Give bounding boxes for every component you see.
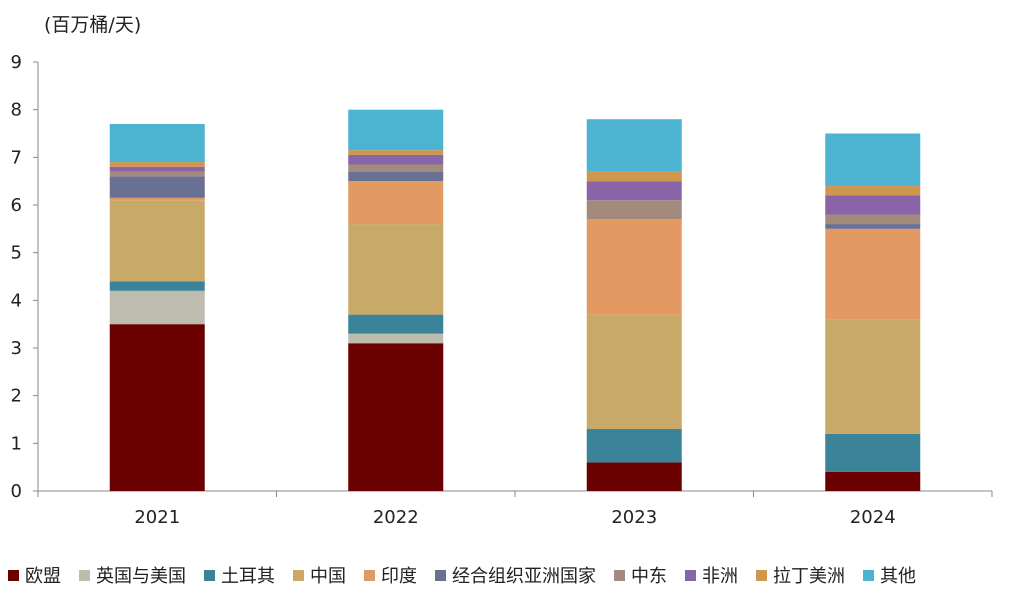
legend-label: 经合组织亚洲国家: [452, 566, 596, 587]
legend-label: 中国: [310, 566, 346, 587]
legend-item: 拉丁美洲: [756, 562, 845, 588]
legend-label: 土耳其: [221, 566, 275, 587]
bar-segment: [825, 195, 921, 215]
y-tick-label: 1: [11, 433, 22, 454]
bar-segment: [348, 333, 444, 344]
bar-segment: [825, 224, 921, 229]
y-tick-label: 5: [11, 243, 22, 264]
bar-segment: [586, 314, 682, 430]
y-tick-label: 7: [11, 147, 22, 168]
bar-segment: [348, 343, 444, 491]
bar-segment: [825, 214, 921, 225]
x-tick-label: 2021: [134, 507, 180, 528]
bar-segment: [586, 462, 682, 491]
bar-segment: [109, 197, 205, 201]
y-tick-label: 3: [11, 338, 22, 359]
legend-label: 中东: [631, 566, 667, 587]
bar-segment: [586, 181, 682, 201]
bar-segment: [109, 123, 205, 163]
bar-segment: [109, 176, 205, 198]
legend-item: 中东: [614, 562, 667, 588]
y-axis-unit-label: (百万桶/天): [44, 14, 142, 36]
y-tick-label: 6: [11, 195, 22, 216]
legend-swatch: [435, 569, 446, 581]
legend-swatch: [614, 569, 625, 581]
y-tick-label: 2: [11, 386, 22, 407]
y-tick-label: 8: [11, 100, 22, 121]
legend-label: 印度: [381, 566, 417, 587]
bar-segment: [825, 471, 921, 491]
bar-segment: [109, 200, 205, 282]
legend-item: 欧盟: [8, 562, 61, 588]
bar-segment: [348, 109, 444, 151]
y-tick-label: 9: [11, 52, 22, 73]
bar-segment: [109, 281, 205, 291]
bar-segment: [825, 228, 921, 320]
y-tick-label: 0: [11, 481, 22, 502]
legend-swatch: [364, 569, 375, 581]
legend-item: 经合组织亚洲国家: [435, 562, 596, 588]
bar-segment: [109, 166, 205, 172]
chart-legend: 欧盟 英国与美国 土耳其 中国 印度 经合组织亚洲国家 中东 非洲 拉丁美洲 其他: [8, 560, 916, 590]
bar-segment: [348, 164, 444, 172]
legend-swatch: [685, 569, 696, 581]
legend-swatch: [204, 569, 215, 581]
bar-segment: [348, 314, 444, 334]
bar-segment: [348, 154, 444, 165]
x-tick-label: 2022: [373, 507, 419, 528]
bar-segment: [586, 429, 682, 463]
legend-label: 拉丁美洲: [773, 566, 845, 587]
x-tick-label: 2023: [611, 507, 657, 528]
legend-swatch: [756, 569, 767, 581]
legend-item: 印度: [364, 562, 417, 588]
bar-segment: [825, 319, 921, 434]
legend-item: 非洲: [685, 562, 738, 588]
legend-item: 其他: [863, 562, 916, 588]
bar-segment: [109, 171, 205, 177]
y-tick-label: 4: [11, 290, 22, 311]
bar-segment: [109, 162, 205, 167]
legend-item: 中国: [293, 562, 346, 588]
bar-segment: [825, 133, 921, 186]
legend-label: 其他: [880, 566, 916, 587]
legend-swatch: [79, 569, 90, 581]
bar-segment: [348, 171, 444, 182]
bar-segment: [109, 324, 205, 491]
legend-label: 英国与美国: [96, 566, 186, 587]
legend-label: 欧盟: [25, 566, 61, 587]
bar-segment: [348, 181, 444, 225]
legend-swatch: [293, 569, 304, 581]
x-tick-label: 2024: [850, 507, 896, 528]
legend-swatch: [8, 569, 19, 581]
bar-segment: [586, 119, 682, 172]
bar-segment: [586, 200, 682, 220]
bar-segment: [348, 150, 444, 155]
bar-segment: [586, 171, 682, 182]
bar-segment: [825, 185, 921, 196]
bar-segment: [348, 224, 444, 315]
bar-segment: [109, 290, 205, 325]
bar-segment: [586, 219, 682, 315]
bar-segment: [825, 433, 921, 472]
legend-item: 英国与美国: [79, 562, 186, 588]
legend-item: 土耳其: [204, 562, 275, 588]
legend-swatch: [863, 569, 874, 581]
legend-label: 非洲: [702, 566, 738, 587]
